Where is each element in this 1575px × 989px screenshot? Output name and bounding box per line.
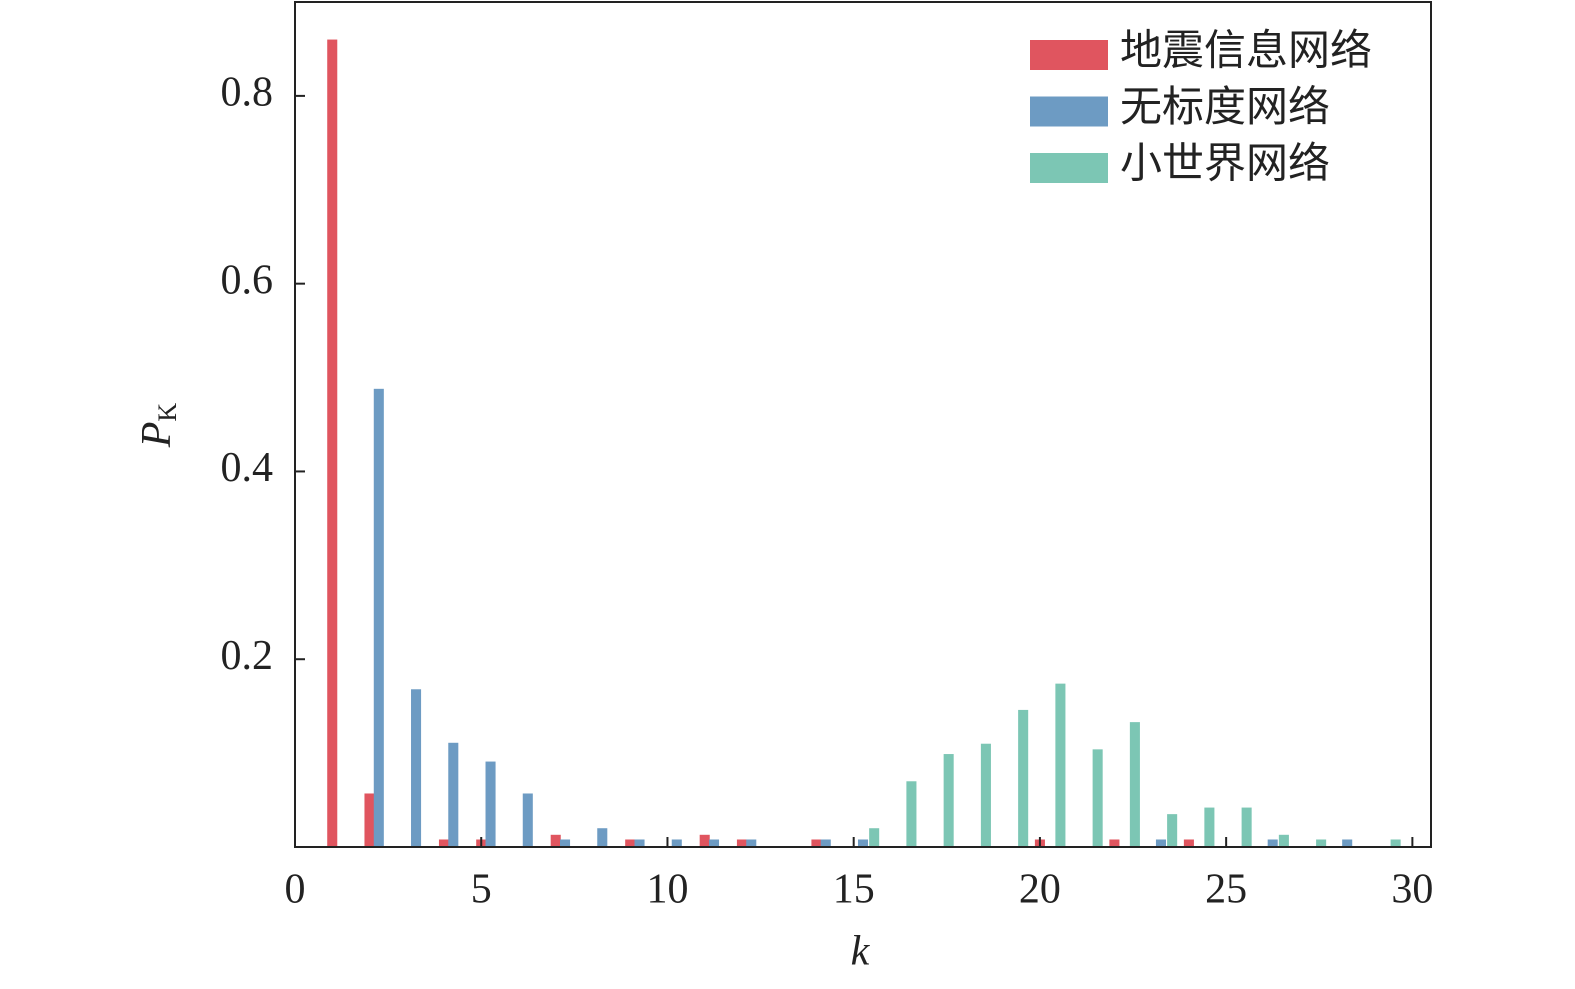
bar bbox=[1155, 839, 1166, 847]
y-axis-label-main: P bbox=[134, 422, 180, 449]
bar bbox=[560, 839, 571, 847]
legend-swatch bbox=[1030, 40, 1108, 70]
legend-swatch bbox=[1030, 153, 1108, 183]
bar bbox=[1055, 683, 1066, 847]
bar bbox=[634, 839, 645, 847]
bar bbox=[438, 839, 450, 847]
bar bbox=[1167, 814, 1178, 847]
bar bbox=[1129, 722, 1140, 847]
legend-swatch bbox=[1030, 96, 1108, 127]
bar bbox=[671, 839, 682, 847]
legend-label: 无标度网络 bbox=[1120, 84, 1330, 131]
bar bbox=[1342, 839, 1353, 847]
x-tick-label: 0 bbox=[285, 867, 306, 913]
bar bbox=[1278, 834, 1289, 847]
bar bbox=[1241, 807, 1252, 847]
y-tick-label: 0.6 bbox=[221, 257, 274, 303]
x-tick-label: 20 bbox=[1019, 867, 1061, 913]
bar bbox=[1018, 709, 1029, 847]
bar bbox=[1390, 839, 1401, 847]
y-tick-label: 0.4 bbox=[221, 445, 274, 491]
y-axis-label: PK bbox=[134, 403, 182, 449]
bar bbox=[364, 793, 375, 847]
bar bbox=[980, 743, 991, 847]
bar bbox=[820, 839, 831, 847]
bar bbox=[736, 839, 747, 847]
bar bbox=[373, 388, 384, 847]
bar bbox=[1267, 839, 1278, 847]
bar bbox=[811, 839, 822, 847]
bar bbox=[1109, 839, 1120, 847]
bar bbox=[708, 839, 720, 847]
x-tick-label: 15 bbox=[833, 867, 875, 913]
bar bbox=[1092, 749, 1103, 847]
x-tick-label: 30 bbox=[1391, 867, 1433, 913]
bar bbox=[906, 781, 917, 847]
legend-label: 小世界网络 bbox=[1120, 141, 1330, 188]
bar bbox=[869, 828, 880, 847]
bar bbox=[1316, 839, 1327, 847]
bar bbox=[625, 839, 636, 847]
bar bbox=[485, 761, 496, 847]
x-axis-label: k bbox=[851, 929, 871, 975]
plot-frame bbox=[294, 1, 1432, 848]
x-tick-label: 25 bbox=[1205, 867, 1247, 913]
y-tick-label: 0.8 bbox=[221, 70, 274, 116]
x-tick-label: 10 bbox=[646, 867, 688, 913]
bar bbox=[550, 834, 561, 847]
bar bbox=[411, 689, 422, 847]
bar bbox=[597, 828, 608, 847]
y-tick-label: 0.2 bbox=[221, 633, 274, 679]
bar bbox=[327, 39, 338, 848]
bar bbox=[522, 793, 533, 847]
x-tick-label: 5 bbox=[471, 867, 492, 913]
bar bbox=[1204, 807, 1215, 847]
bar bbox=[1183, 839, 1194, 847]
bar bbox=[746, 839, 757, 847]
bar bbox=[699, 834, 710, 847]
y-axis-label-sub: K bbox=[153, 403, 182, 422]
bar bbox=[448, 742, 459, 847]
bar bbox=[857, 839, 869, 847]
legend-label: 地震信息网络 bbox=[1120, 28, 1372, 75]
bar bbox=[943, 754, 954, 847]
